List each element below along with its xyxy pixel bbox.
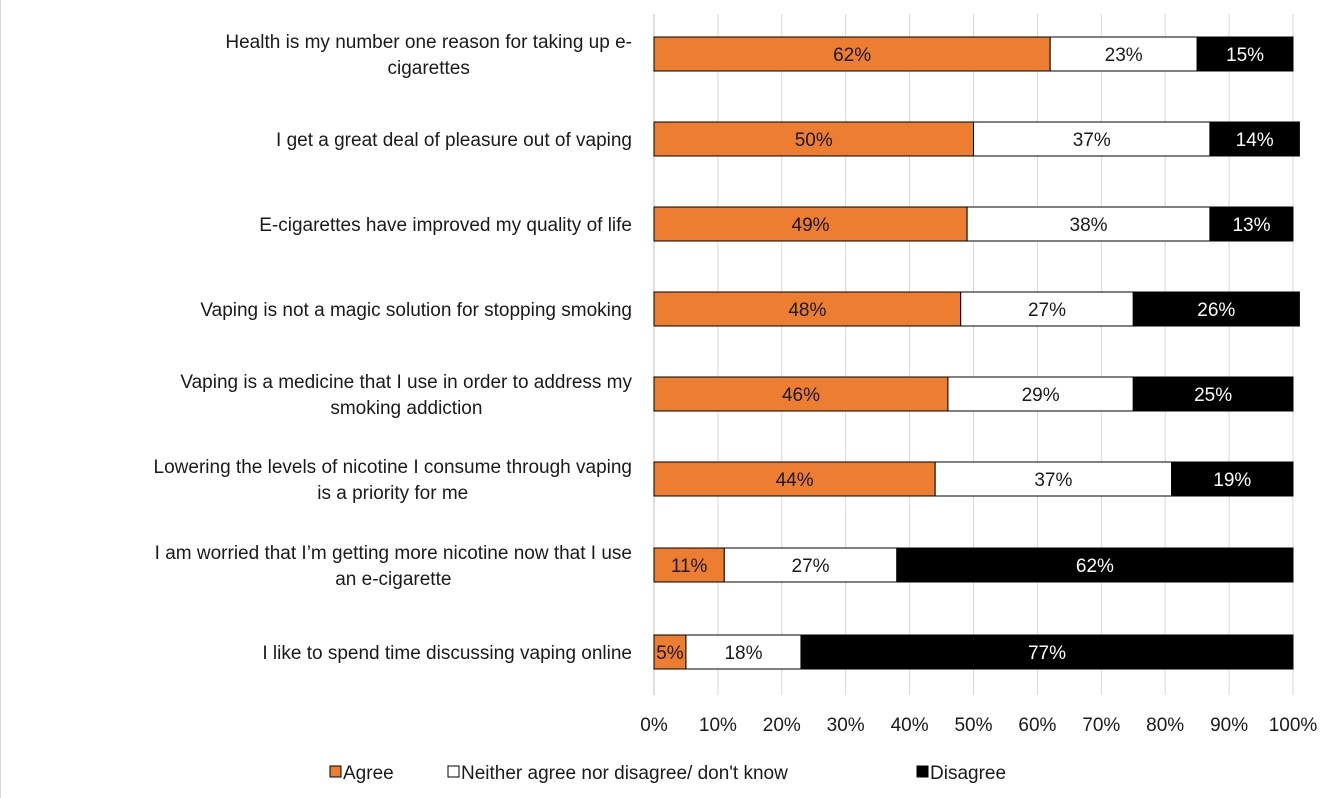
bar-segment — [653, 36, 1051, 72]
x-tick-label: 30% — [827, 715, 865, 736]
legend-swatch — [447, 765, 460, 778]
data-label: 5% — [656, 643, 684, 664]
bar-segment — [723, 547, 898, 583]
legend-label: Neither agree nor disagree/ don't know — [461, 763, 788, 784]
bar-segment — [1132, 291, 1300, 327]
x-tick-label: 40% — [891, 715, 929, 736]
x-tick-label: 20% — [763, 715, 801, 736]
category-label: E-cigarettes have improved my quality of… — [259, 215, 632, 236]
data-label: 11% — [671, 556, 708, 577]
bar-segment — [947, 376, 1134, 412]
data-label: 44% — [776, 470, 814, 491]
category-label: I am worried that I’m getting more nicot… — [155, 543, 632, 564]
data-label: 13% — [1232, 215, 1270, 236]
category-label: Health is my number one reason for takin… — [225, 32, 632, 53]
bar-segment — [653, 634, 687, 670]
x-tick-label: 10% — [699, 715, 737, 736]
legend: Agree Neither agree nor disagree/ don't k… — [329, 763, 1006, 784]
bar-segment — [653, 121, 974, 157]
category-label: smoking addiction — [330, 398, 482, 419]
bar-segment — [1209, 121, 1300, 157]
x-tick-label: 100% — [1269, 715, 1318, 736]
category-labels: Health is my number one reason for takin… — [154, 32, 633, 664]
legend-label: Disagree — [930, 763, 1006, 784]
data-label: 37% — [1034, 470, 1072, 491]
category-label: I like to spend time discussing vaping o… — [262, 643, 632, 664]
bar-segment — [653, 547, 725, 583]
x-tick-label: 90% — [1210, 715, 1248, 736]
data-label: 62% — [1076, 556, 1114, 577]
data-label: 25% — [1194, 385, 1232, 406]
data-label: 37% — [1073, 130, 1111, 151]
data-label: 77% — [1028, 643, 1066, 664]
data-label: 14% — [1236, 130, 1274, 151]
data-label: 23% — [1105, 45, 1143, 66]
bar-segment — [1196, 36, 1294, 72]
data-label: 46% — [782, 385, 820, 406]
gridlines — [653, 14, 1294, 695]
data-label: 62% — [833, 45, 871, 66]
data-label: 38% — [1070, 215, 1108, 236]
legend-label: Agree — [343, 763, 394, 784]
category-label: I get a great deal of pleasure out of va… — [276, 130, 632, 151]
legend-swatch — [329, 765, 342, 778]
bar-segment — [960, 291, 1134, 327]
bar-segment — [653, 206, 968, 242]
data-label: 15% — [1226, 45, 1264, 66]
x-tick-label: 0% — [640, 715, 668, 736]
bars: 62% 23% 15% 50% 37% 14% 49% 38% 13% 48% 27% 26% 46% 2… — [653, 36, 1300, 670]
category-label: an e-cigarette — [335, 569, 451, 590]
bar-segment — [1171, 461, 1294, 497]
data-label: 49% — [792, 215, 830, 236]
legend-swatch — [916, 765, 929, 778]
category-label: is a priority for me — [317, 483, 468, 504]
bar-segment — [934, 461, 1173, 497]
category-label: cigarettes — [388, 58, 470, 79]
bar-segment — [1132, 376, 1294, 412]
bar-segment — [653, 291, 962, 327]
category-label: Vaping is a medicine that I use in order… — [180, 372, 632, 393]
data-label: 48% — [788, 300, 826, 321]
bar-segment — [973, 121, 1211, 157]
x-tick-label: 80% — [1146, 715, 1184, 736]
x-axis-tick-labels: 0% 10% 20% 30% 40% 50% 60% 70% 80% 90% 100% — [640, 715, 1317, 736]
data-label: 18% — [724, 643, 762, 664]
bar-segment — [896, 547, 1294, 583]
bar-segment — [800, 634, 1294, 670]
data-label: 50% — [795, 130, 833, 151]
bar-segment — [685, 634, 802, 670]
bar-segment — [653, 461, 936, 497]
category-label: Lowering the levels of nicotine I consum… — [154, 457, 632, 478]
data-label: 29% — [1022, 385, 1060, 406]
data-label: 27% — [792, 556, 830, 577]
bar-segment — [1209, 206, 1294, 242]
x-tick-label: 50% — [954, 715, 992, 736]
data-label: 27% — [1028, 300, 1066, 321]
x-tick-label: 70% — [1082, 715, 1120, 736]
data-label: 26% — [1197, 300, 1235, 321]
x-tick-label: 60% — [1018, 715, 1056, 736]
bar-segment — [653, 376, 949, 412]
bar-segment — [1049, 36, 1198, 72]
data-label: 19% — [1213, 470, 1251, 491]
category-label: Vaping is not a magic solution for stopp… — [200, 300, 632, 321]
